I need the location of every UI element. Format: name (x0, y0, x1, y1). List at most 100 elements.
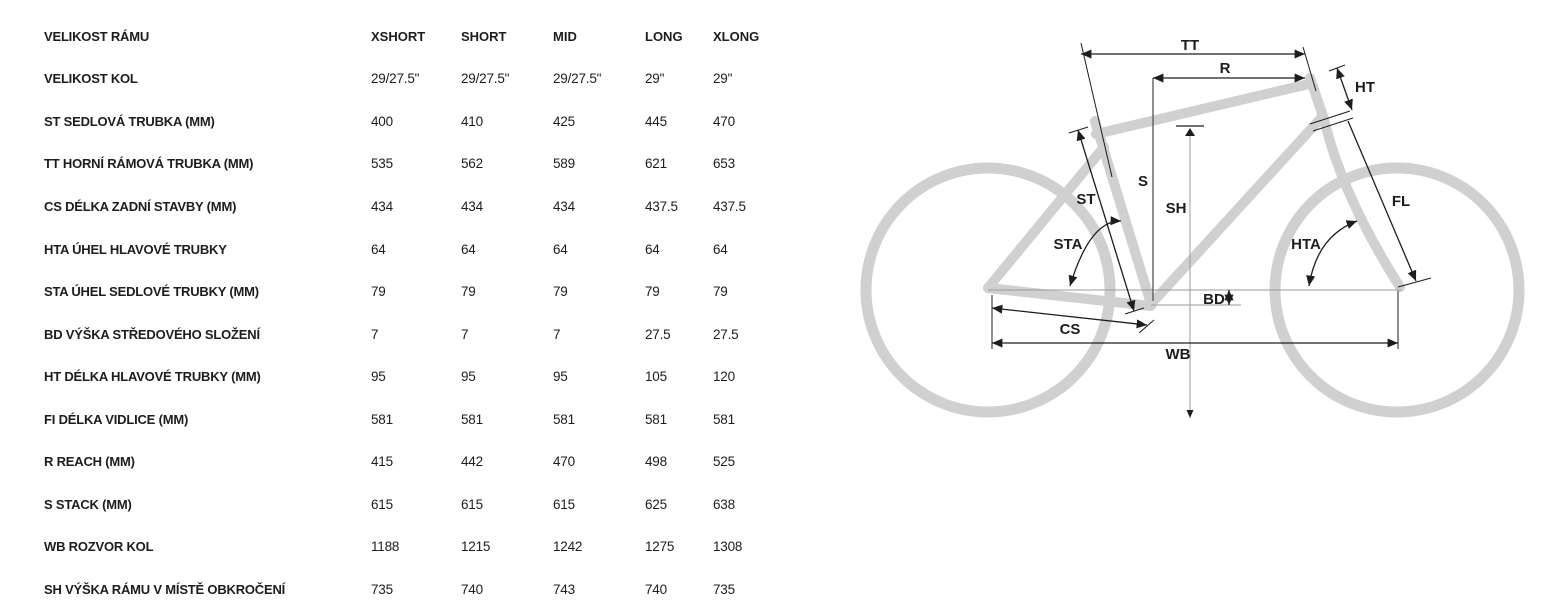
top-tube (1091, 79, 1314, 139)
column-header-short: SHORT (461, 28, 507, 44)
label-sh: SH (1166, 200, 1187, 217)
label-r: R (1220, 60, 1231, 77)
hta-angle-arc (1306, 220, 1358, 287)
table-row: TT HORNÍ RÁMOVÁ TRUBKA (MM) 535 562 589 621 6… (44, 143, 814, 186)
table-row: VELIKOST KOL 29/27.5" 29/27.5" 29/27.5" 29" 2… (44, 58, 814, 101)
cell-value: 29/27.5" (461, 71, 510, 87)
label-st: ST (1076, 191, 1095, 208)
cell-value: 29" (713, 71, 733, 87)
cell-value: 470 (553, 454, 575, 470)
table-row: HTA ÚHEL HLAVOVÉ TRUBKY 64 64 64 64 64 (44, 228, 814, 271)
cell-value: 29" (645, 71, 665, 87)
ht-tick-top (1328, 64, 1346, 72)
cell-value: 105 (645, 369, 667, 385)
cell-value: 415 (371, 454, 393, 470)
cell-value: 535 (371, 156, 393, 172)
column-header-xshort: XSHORT (371, 28, 426, 44)
fl-dimension (1347, 120, 1417, 282)
geometry-spec-table: VELIKOST RÁMU XSHORT SHORT MID LONG XLON… (44, 15, 814, 606)
table-row: CS DÉLKA ZADNÍ STAVBY (MM) 434 434 434 437.5… (44, 185, 814, 228)
cell-value: 437.5 (713, 198, 746, 214)
table-row: STA ÚHEL SEDLOVÉ TRUBKY (MM) 79 79 79 79 79 (44, 270, 814, 313)
row-label: WB ROZVOR KOL (44, 539, 154, 555)
row-label: SH VÝŠKA RÁMU V MÍSTĚ OBKROČENÍ (44, 581, 286, 597)
column-header-xlong: XLONG (713, 28, 760, 44)
label-fl: FL (1392, 193, 1410, 210)
cell-value: 589 (553, 156, 575, 172)
cell-value: 743 (553, 581, 575, 597)
row-label: STA ÚHEL SEDLOVÉ TRUBKY (MM) (44, 284, 259, 300)
cell-value: 581 (371, 411, 393, 427)
cell-value: 445 (645, 113, 667, 129)
cell-value: 740 (461, 581, 483, 597)
chainstay (983, 283, 1156, 311)
table-row: WB ROZVOR KOL 1188 1215 1242 1275 1308 (44, 526, 814, 569)
cell-value: 434 (461, 198, 483, 214)
table-row: SH VÝŠKA RÁMU V MÍSTĚ OBKROČENÍ 735 740 743… (44, 568, 814, 606)
cell-value: 1242 (553, 539, 583, 555)
row-label: TT HORNÍ RÁMOVÁ TRUBKA (MM) (44, 156, 254, 172)
cell-value: 79 (713, 284, 728, 300)
standover-up-arrow (1185, 128, 1195, 136)
label-wb: WB (1166, 346, 1191, 363)
label-cs: CS (1060, 321, 1081, 338)
cell-value: 437.5 (645, 198, 678, 214)
cell-value: 95 (461, 369, 476, 385)
table-title: VELIKOST RÁMU (44, 28, 150, 44)
cell-value: 581 (553, 411, 575, 427)
tt-extension-right (1302, 46, 1317, 92)
cell-value: 410 (461, 113, 483, 129)
column-header-mid: MID (553, 28, 577, 44)
cell-value: 581 (645, 411, 667, 427)
cell-value: 1215 (461, 539, 491, 555)
cell-value: 434 (553, 198, 575, 214)
cell-value: 27.5 (645, 326, 671, 342)
cell-value: 1308 (713, 539, 743, 555)
cell-value: 7 (461, 326, 469, 342)
table-row: ST SEDLOVÁ TRUBKA (MM) 400 410 425 445 470 (44, 100, 814, 143)
cell-value: 79 (553, 284, 568, 300)
cell-value: 740 (645, 581, 667, 597)
cell-value: 95 (371, 369, 386, 385)
cell-value: 581 (461, 411, 483, 427)
cell-value: 653 (713, 156, 735, 172)
cell-value: 95 (553, 369, 568, 385)
row-label: ST SEDLOVÁ TRUBKA (MM) (44, 113, 215, 129)
row-label: BD VÝŠKA STŘEDOVÉHO SLOŽENÍ (44, 326, 260, 342)
ht-double-tick-1 (1309, 110, 1351, 125)
dimension-lines (991, 42, 1432, 349)
cell-value: 400 (371, 113, 393, 129)
row-label: R REACH (MM) (44, 454, 135, 470)
cs-tick-right (1138, 319, 1155, 334)
table-row: BD VÝŠKA STŘEDOVÉHO SLOŽENÍ 7 7 7 27.5 27.5 (44, 313, 814, 356)
label-bd: BD (1203, 291, 1225, 308)
cell-value: 64 (553, 241, 568, 257)
ht-dimension (1336, 67, 1353, 111)
head-tube-fork (1305, 73, 1405, 292)
row-label: CS DÉLKA ZADNÍ STAVBY (MM) (44, 198, 237, 214)
cell-value: 498 (645, 454, 667, 470)
cell-value: 29/27.5" (553, 71, 602, 87)
st-tick-top (1068, 126, 1089, 134)
table-row: FI DÉLKA VIDLICE (MM) 581 581 581 581 581 (44, 398, 814, 441)
row-label: FI DÉLKA VIDLICE (MM) (44, 411, 189, 427)
cell-value: 79 (645, 284, 660, 300)
cell-value: 615 (553, 496, 575, 512)
cell-value: 120 (713, 369, 735, 385)
fl-tick-bottom (1397, 277, 1432, 288)
cell-value: 1275 (645, 539, 675, 555)
row-label: VELIKOST KOL (44, 71, 138, 87)
cell-value: 470 (713, 113, 735, 129)
cell-value: 79 (371, 284, 386, 300)
row-label: S STACK (MM) (44, 496, 132, 512)
sta-angle-arc (1068, 216, 1122, 287)
cell-value: 625 (645, 496, 667, 512)
label-s: S (1138, 173, 1148, 190)
cell-value: 621 (645, 156, 667, 172)
cell-value: 615 (371, 496, 393, 512)
cell-value: 525 (713, 454, 735, 470)
cell-value: 27.5 (713, 326, 739, 342)
cell-value: 615 (461, 496, 483, 512)
